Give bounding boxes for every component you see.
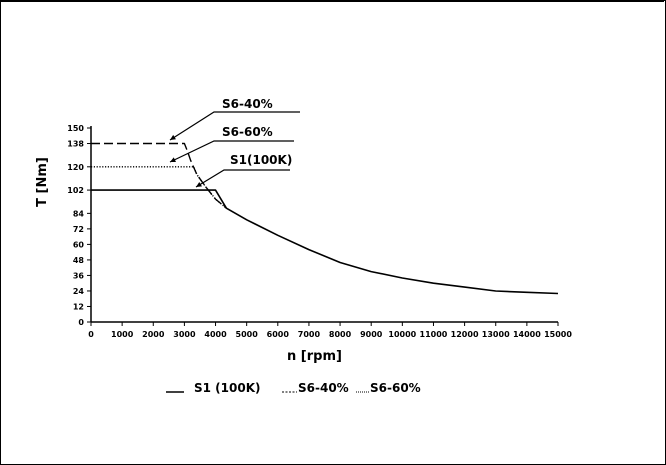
x-tick-label: 3000: [173, 330, 196, 339]
annotation-leader: [169, 140, 294, 163]
x-tick-label: 10000: [388, 330, 416, 339]
series-line-dotted: [91, 166, 227, 209]
series-line-dashed: [91, 142, 227, 209]
annotation-leader: [169, 111, 300, 141]
y-tick-label: 12: [73, 302, 84, 311]
annotation-label: S6-40%: [222, 97, 273, 111]
y-tick-label: 138: [67, 140, 84, 149]
y-tick-label: 84: [73, 209, 85, 218]
x-tick-label: 13000: [482, 330, 510, 339]
x-tick-label: 1000: [111, 330, 134, 339]
legend: S1 (100K) S6-40% S6-60%: [166, 381, 421, 395]
legend-label: S6-40%: [298, 381, 349, 395]
x-tick-label: 8000: [329, 330, 352, 339]
y-tick-label: 48: [73, 256, 85, 265]
x-axis-label: n [rpm]: [287, 349, 342, 364]
y-tick-label: 102: [67, 186, 84, 195]
x-tick-label: 11000: [420, 330, 448, 339]
y-tick-label: 120: [67, 163, 84, 172]
annotations: S6-40% S6-60% S1(100K): [169, 97, 300, 188]
x-tick-label: 15000: [544, 330, 572, 339]
y-tick-label: 36: [73, 271, 85, 280]
x-tick-label: 6000: [267, 330, 290, 339]
x-tick-label: 9000: [360, 330, 383, 339]
annotation-leader: [195, 169, 290, 188]
annotation-label: S1(100K): [230, 153, 292, 167]
legend-label: S1 (100K): [194, 381, 261, 395]
x-tick-label: 2000: [142, 330, 165, 339]
annotation-arrowhead: [196, 181, 202, 187]
y-tick-label: 0: [78, 318, 84, 327]
y-tick-label: 150: [67, 124, 84, 133]
x-tick-label: 4000: [204, 330, 227, 339]
series: [91, 142, 559, 295]
annotation-label: S6-60%: [222, 125, 273, 139]
x-tick-label: 7000: [298, 330, 321, 339]
top-border-line: [0, 0, 664, 2]
series-line-solid: [91, 189, 559, 295]
x-tick-label: 0: [88, 330, 94, 339]
axes: 0 1000 2000 3000 4000 5000 6000 7000 8000 9000 100…: [67, 124, 572, 339]
y-axis-label: T [Nm]: [35, 157, 50, 207]
annotation-arrowhead: [170, 134, 176, 140]
annotation-arrowhead: [170, 157, 176, 163]
y-tick-label: 60: [73, 240, 85, 249]
legend-label: S6-60%: [370, 381, 421, 395]
x-tick-label: 14000: [513, 330, 541, 339]
y-tick-label: 72: [73, 225, 84, 234]
y-tick-label: 24: [73, 287, 85, 296]
x-tick-label: 12000: [451, 330, 479, 339]
x-tick-label: 5000: [236, 330, 259, 339]
